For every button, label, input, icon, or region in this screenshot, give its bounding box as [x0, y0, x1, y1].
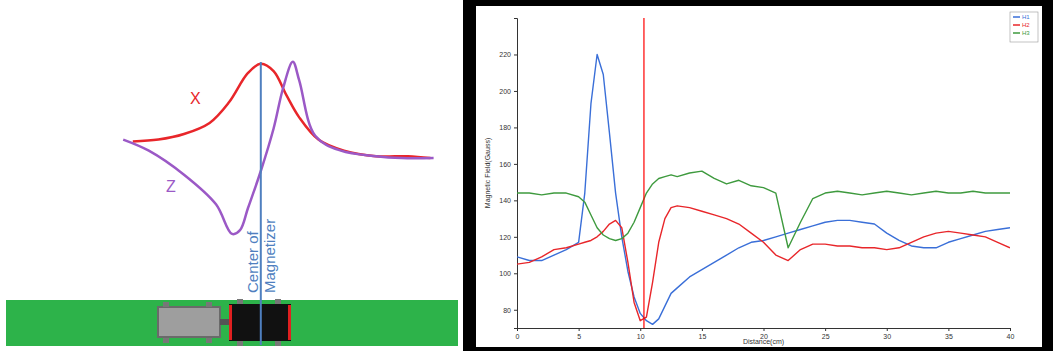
legend-swatch — [1013, 32, 1020, 34]
tick-label: 140 — [499, 197, 511, 204]
tick: 180 — [499, 124, 517, 131]
tick: 100 — [499, 270, 517, 277]
tick-mark — [887, 328, 888, 331]
series-line — [517, 206, 1010, 321]
vehicle-wheel — [163, 302, 169, 307]
vehicle-wheel — [163, 338, 169, 343]
legend-swatch — [1013, 16, 1020, 18]
vehicle-edge — [288, 305, 291, 340]
tick: 30 — [883, 328, 891, 340]
y-axis: 80 100 120 140 160 180 200 220 — [499, 19, 517, 329]
vehicle-wheel — [275, 299, 281, 304]
x-axis-title: Distance(cm) — [743, 338, 784, 346]
tick-label: 5 — [577, 333, 581, 340]
tick-mark — [764, 328, 765, 331]
series-line — [517, 171, 1010, 248]
tick-mark — [825, 328, 826, 331]
tick: 200 — [499, 88, 517, 95]
tick: 140 — [499, 197, 517, 204]
tick-label: 120 — [499, 234, 511, 241]
tick-label: 100 — [499, 270, 511, 277]
plot-area — [517, 18, 1010, 328]
series-line — [133, 64, 431, 158]
tick: 15 — [698, 328, 706, 340]
tick-label: 40 — [1007, 333, 1015, 340]
vehicle — [158, 299, 291, 346]
tick: 80 — [503, 307, 517, 314]
tick-mark — [514, 237, 517, 238]
tick-label: 0 — [516, 333, 520, 340]
tick: 25 — [822, 328, 830, 340]
tick-mark — [579, 328, 580, 331]
tick: 0 — [516, 328, 520, 340]
chart: 051015202530354080100120140160180200220D… — [484, 12, 1038, 346]
tick-label: 220 — [499, 51, 511, 58]
series-line — [517, 54, 1010, 324]
tick: 5 — [577, 328, 581, 340]
tick-mark — [514, 310, 517, 311]
annotation-line — [260, 62, 262, 345]
tick-mark — [702, 328, 703, 331]
tick: 160 — [499, 161, 517, 168]
vehicle-wheel — [237, 341, 243, 346]
canvas: Center ofMagnetizerXZ0510152025303540801… — [0, 0, 1053, 351]
series-label: X — [190, 90, 201, 107]
vehicle-hitch — [220, 319, 229, 325]
legend-label: H2 — [1022, 22, 1030, 28]
vehicle-trailer — [158, 307, 220, 337]
tick-label: 10 — [637, 333, 645, 340]
panel-frame — [463, 0, 1053, 351]
tick-mark — [514, 127, 517, 128]
tick-label: 160 — [499, 161, 511, 168]
tick-label: 80 — [503, 307, 511, 314]
tick: 35 — [945, 328, 953, 340]
tick: 10 — [637, 328, 645, 340]
tick-mark — [514, 54, 517, 55]
legend: H1 H2 H3 — [1010, 12, 1038, 42]
plot-area — [123, 62, 433, 234]
tick: 120 — [499, 234, 517, 241]
vehicle-wheel — [237, 299, 243, 304]
vehicle-wheel — [206, 302, 212, 307]
legend-label: H3 — [1022, 30, 1030, 36]
tick-label: 200 — [499, 88, 511, 95]
tick-mark — [514, 164, 517, 165]
vehicle-wheel — [275, 341, 281, 346]
tick-label: 35 — [945, 333, 953, 340]
axis-line — [514, 19, 518, 329]
tick-label: 25 — [822, 333, 830, 340]
tick-label: 30 — [883, 333, 891, 340]
series-label: Z — [166, 178, 176, 195]
tick: 220 — [499, 51, 517, 58]
tick-label: 180 — [499, 124, 511, 131]
tick-label: 15 — [698, 333, 706, 340]
tick-mark — [514, 273, 517, 274]
legend-box — [1010, 12, 1038, 42]
tick-mark — [1010, 328, 1011, 331]
vehicle-edge — [229, 305, 232, 340]
tick-mark — [948, 328, 949, 331]
chart: Center ofMagnetizer X Z — [123, 62, 433, 345]
panel-background — [476, 6, 1042, 347]
annotation-label: Center ofMagnetizer — [244, 219, 278, 293]
tick-mark — [514, 200, 517, 201]
reference-line — [643, 18, 644, 328]
series-line — [123, 62, 433, 234]
tick-mark — [514, 91, 517, 92]
y-axis-title: Magnetic Field(Gauss) — [484, 138, 492, 208]
legend-label: H1 — [1022, 14, 1030, 20]
tick-mark — [640, 328, 641, 331]
vehicle-wheel — [206, 338, 212, 343]
axis-line — [518, 329, 1011, 332]
tick: 40 — [1007, 328, 1015, 340]
ground — [6, 300, 458, 346]
legend-swatch — [1013, 24, 1020, 26]
